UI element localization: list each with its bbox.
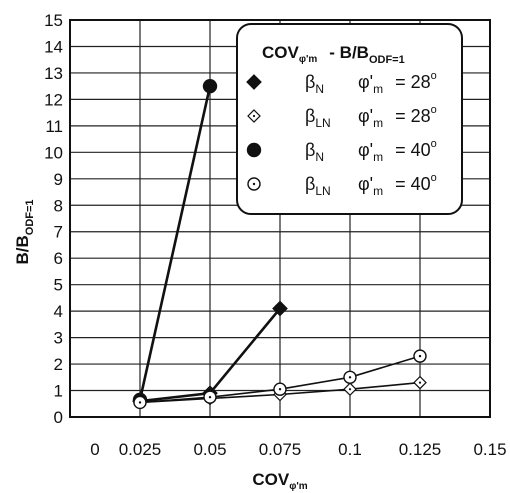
y-tick-label: 4 bbox=[54, 302, 63, 321]
legend-marker-circle-filled bbox=[246, 142, 262, 158]
legend-entry: βLN φ'm = 40o bbox=[247, 172, 437, 198]
y-tick-label: 15 bbox=[44, 11, 63, 30]
legend-phi: φ' bbox=[358, 174, 373, 194]
x-tick-label: 0.15 bbox=[473, 440, 506, 459]
point-diamond-filled bbox=[272, 300, 288, 317]
legend-phi-sub: m bbox=[373, 116, 383, 130]
legend-entry-phi: φ'm = 40o bbox=[358, 138, 437, 164]
y-tick-label: 6 bbox=[54, 249, 63, 268]
legend-title: COVφ'm - B/BODF=1 bbox=[262, 43, 405, 66]
x-tick-label: 0.125 bbox=[399, 440, 442, 459]
y-tick-label: 10 bbox=[44, 143, 63, 162]
legend-beta: β bbox=[305, 174, 315, 194]
legend-beta-sub: LN bbox=[315, 184, 330, 198]
legend-entry-beta: βN bbox=[305, 72, 324, 96]
legend-phi: φ' bbox=[358, 72, 373, 92]
legend-entry: βLN φ'm = 28o bbox=[247, 104, 437, 130]
legend-marker-diamond-filled bbox=[246, 74, 262, 90]
point-diamond-open-dot bbox=[348, 388, 352, 391]
y-tick-label: 11 bbox=[45, 117, 63, 136]
point-circle-open-dot bbox=[208, 395, 212, 399]
legend-marker-circle-open-dot bbox=[252, 182, 256, 186]
legend-entry-phi: φ'm = 28o bbox=[358, 104, 437, 130]
x-tick-label: 0.025 bbox=[119, 440, 162, 459]
legend-entry-phi: φ'm = 28o bbox=[358, 70, 437, 96]
legend-entry-beta: βLN bbox=[305, 106, 331, 130]
y-tick-label: 14 bbox=[44, 37, 63, 56]
point-diamond-open-dot bbox=[418, 381, 422, 384]
legend-marker-diamond-open-dot bbox=[252, 114, 256, 118]
y-tick-label: 1 bbox=[54, 382, 63, 401]
legend-entry-beta: βLN bbox=[305, 174, 331, 198]
series-circle-open bbox=[133, 349, 427, 410]
legend-entry-phi: φ'm = 40o bbox=[358, 172, 437, 198]
legend-phi-sub: m bbox=[373, 82, 383, 96]
y-tick-label: 3 bbox=[54, 329, 63, 348]
y-tick-label: 0 bbox=[54, 408, 63, 427]
legend-degree: o bbox=[431, 172, 437, 184]
legend-phi: φ' bbox=[358, 140, 373, 160]
legend-entry-beta: βN bbox=[305, 140, 324, 164]
x-tick-label: 0.05 bbox=[193, 440, 226, 459]
y-tick-label: 5 bbox=[54, 276, 63, 295]
legend-value: = 28 bbox=[395, 72, 431, 92]
point-circle-open-dot bbox=[138, 401, 142, 404]
legend-phi: φ' bbox=[358, 106, 373, 126]
legend-value: = 40 bbox=[395, 140, 431, 160]
legend-beta: β bbox=[305, 106, 315, 126]
series-line-circle-filled bbox=[138, 85, 212, 401]
y-tick-label: 2 bbox=[54, 355, 63, 374]
legend-title-ratio-sub: ODF=1 bbox=[369, 54, 405, 66]
legend-beta: β bbox=[305, 72, 315, 92]
y-tick-label: 12 bbox=[44, 90, 63, 109]
legend-phi-sub: m bbox=[373, 184, 383, 198]
series-circle-filled bbox=[132, 78, 218, 407]
legend-degree: o bbox=[431, 70, 437, 82]
y-axis-title-sub: ODF=1 bbox=[24, 199, 36, 235]
x-tick-label: 0 bbox=[90, 440, 99, 459]
legend-degree: o bbox=[431, 138, 437, 150]
point-circle-open-dot bbox=[278, 388, 282, 391]
legend-title-cov-sub: φ'm bbox=[299, 54, 318, 65]
legend-phi-sub: m bbox=[373, 150, 383, 164]
x-tick-label: 0.1 bbox=[338, 440, 362, 459]
legend-value: = 40 bbox=[395, 174, 431, 194]
legend-beta-sub: N bbox=[315, 150, 324, 164]
x-tick-label: 0.075 bbox=[259, 440, 302, 459]
x-axis-title-main: COV bbox=[252, 470, 290, 489]
legend-box bbox=[236, 23, 463, 215]
legend-degree: o bbox=[431, 104, 437, 116]
legend-title-ratio: - B/B bbox=[329, 43, 369, 62]
legend-beta: β bbox=[305, 140, 315, 160]
point-circle-filled bbox=[202, 78, 218, 94]
y-tick-label: 9 bbox=[54, 170, 63, 189]
y-tick-label: 7 bbox=[54, 223, 63, 242]
legend-entry: βN φ'm = 28o bbox=[246, 70, 437, 96]
y-axis-title-main: B/B bbox=[13, 235, 32, 264]
legend-beta-sub: N bbox=[315, 82, 324, 96]
y-axis-title: B/BODF=1 bbox=[13, 199, 36, 264]
series-group bbox=[132, 78, 427, 410]
point-circle-open-dot bbox=[348, 376, 352, 379]
x-axis-title-sub: φ'm bbox=[289, 481, 308, 492]
legend-title-cov: COV bbox=[262, 43, 300, 62]
point-circle-open-dot bbox=[418, 354, 422, 358]
x-tick-labels: 0 0.025 0.05 0.075 0.1 0.125 0.15 bbox=[90, 440, 506, 459]
y-tick-label: 8 bbox=[54, 196, 63, 215]
plot-frame bbox=[69, 19, 491, 418]
legend-value: = 28 bbox=[395, 106, 431, 126]
legend-beta-sub: LN bbox=[315, 116, 330, 130]
y-tick-label: 13 bbox=[44, 64, 63, 83]
x-axis-title: COVφ'm bbox=[252, 470, 307, 492]
legend-entry: βN φ'm = 40o bbox=[246, 138, 437, 164]
